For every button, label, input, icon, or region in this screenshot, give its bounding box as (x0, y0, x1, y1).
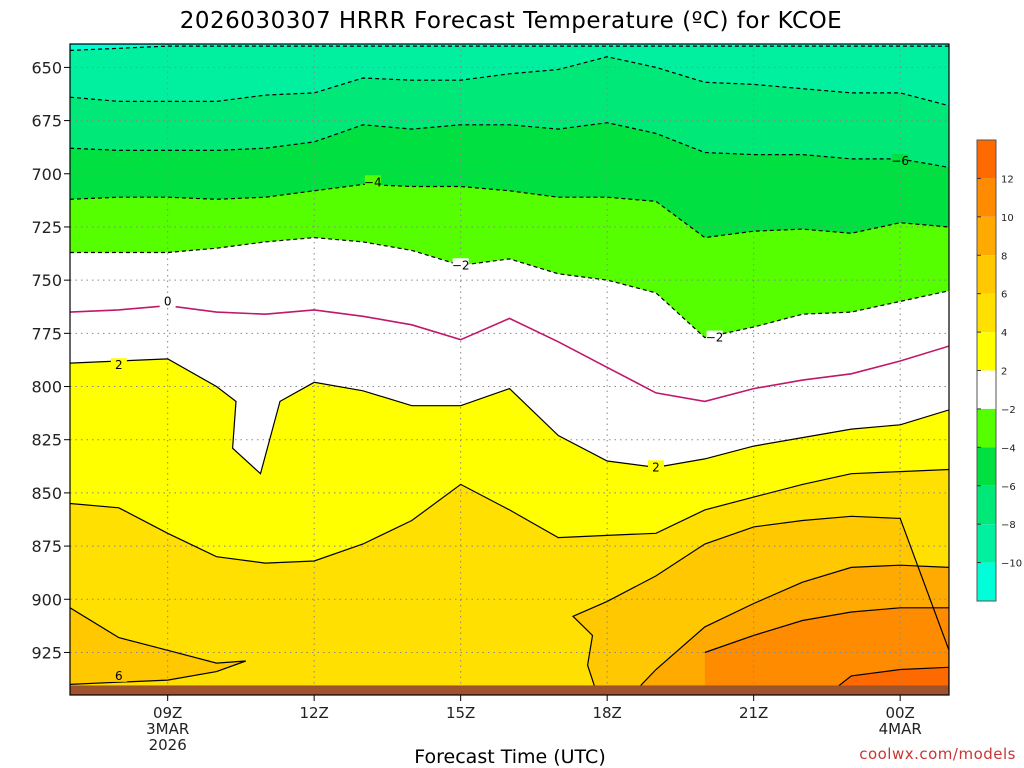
x-tick-label: 21Z (739, 704, 768, 722)
y-tick-label: 675 (31, 112, 62, 131)
isotherm-label-bg (110, 668, 127, 682)
y-tick-label: 775 (31, 324, 62, 343)
x-tick-label: 00Z (885, 704, 914, 722)
colorbar-swatch (977, 447, 996, 486)
colorbar-tick-label: −2 (1001, 405, 1016, 416)
y-tick-label: 750 (31, 271, 62, 290)
x-tick-label: 2026 (149, 736, 187, 754)
colorbar-swatch (977, 370, 996, 409)
isotherm-line-0 (70, 304, 949, 403)
isotherm-label-bg (110, 358, 127, 372)
x-tick-label: 09Z (153, 704, 182, 722)
credit-text: coolwx.com/models (859, 745, 1016, 763)
isotherm-line-4 (70, 468, 949, 564)
isotherm-label: −4 (364, 175, 382, 189)
colorbar-swatch (977, 485, 996, 525)
colorbar-swatch (977, 524, 996, 563)
isotherm-label: 2 (115, 358, 123, 372)
y-tick-label: 700 (31, 165, 62, 184)
isotherm-line-2 (70, 358, 949, 475)
y-tick-label: 800 (31, 378, 62, 397)
colorbar-swatch (977, 293, 996, 333)
isotherm-line--8 (70, 56, 949, 107)
plot-frame (69, 43, 950, 696)
colorbar-swatch (977, 255, 996, 294)
isotherm-label: −2 (452, 258, 470, 272)
x-axis-label: Forecast Time (UTC) (414, 746, 605, 768)
chart-title: 2026030307 HRRR Forecast Temperature (ºC… (180, 8, 842, 34)
isotherm-label-bg (648, 460, 664, 474)
x-tick-label: 15Z (446, 704, 475, 722)
colorbar-tick-label: 10 (1001, 213, 1014, 224)
grid-lines (70, 44, 949, 695)
isotherm-label: 6 (115, 669, 123, 683)
x-tick-label: 12Z (299, 704, 328, 722)
isotherm-label: 2 (652, 460, 660, 474)
y-tick-label: 850 (31, 484, 62, 503)
isotherm-label: −2 (706, 331, 724, 345)
isotherm-label-bg (364, 175, 381, 189)
y-tick-label: 825 (31, 431, 62, 450)
ground-terrain (70, 685, 949, 695)
y-tick-label: 900 (31, 590, 62, 609)
isotherm-line--2 (70, 236, 949, 339)
colorbar-tick-label: −4 (1001, 443, 1016, 454)
isotherm-label: −6 (891, 154, 909, 168)
y-tick-label: 650 (31, 58, 62, 77)
colorbar-tick-label: 4 (1001, 328, 1007, 339)
x-tick-label: 18Z (592, 704, 621, 722)
y-tick-label: 725 (31, 218, 62, 237)
isotherm-label-bg (892, 154, 909, 168)
colorbar-tick-label: −8 (1001, 520, 1016, 531)
colorbar-swatch (977, 140, 996, 179)
colorbar-swatch (977, 178, 996, 217)
isotherm-labels: −6 −4 −2 −2 0 2 2 6 (110, 154, 909, 683)
isotherm-lines (70, 45, 949, 695)
colorbar-tick-label: 12 (1001, 174, 1014, 185)
y-tick-label: 925 (31, 643, 62, 662)
plot-area (70, 44, 949, 695)
colorbar-tick-label: 8 (1001, 251, 1007, 262)
y-tick-label: 875 (31, 537, 62, 556)
colorbar-tick-label: −6 (1001, 482, 1016, 493)
colorbar-tick-label: 6 (1001, 290, 1007, 301)
isotherm-line-8 (631, 564, 949, 695)
x-tick-label: 3MAR (146, 720, 189, 738)
temperature-fills (70, 44, 949, 695)
isotherm-label: 0 (164, 294, 172, 308)
isotherm-label-bg (159, 294, 176, 308)
colorbar-tick-label: 2 (1001, 367, 1007, 378)
colorbar-swatch (977, 408, 996, 448)
colorbar-tick-label: −10 (1001, 559, 1022, 570)
x-tick-label: 4MAR (879, 720, 922, 738)
y-axis: 650 675 700 725 750 775 800 825 850 875 900 925 (31, 58, 70, 662)
colorbar-swatch (977, 216, 996, 256)
isotherm-label-bg (706, 330, 723, 344)
isotherm-label-bg (452, 258, 469, 272)
colorbar: 12 10 8 6 4 2 −2 −4 −6 −8 −10 (976, 139, 1022, 602)
colorbar-swatch (977, 332, 996, 371)
colorbar-swatch (977, 562, 996, 601)
isotherm-line-6 (70, 515, 949, 695)
isotherm-line-10 (704, 607, 949, 654)
isotherm-line--6 (70, 122, 949, 168)
